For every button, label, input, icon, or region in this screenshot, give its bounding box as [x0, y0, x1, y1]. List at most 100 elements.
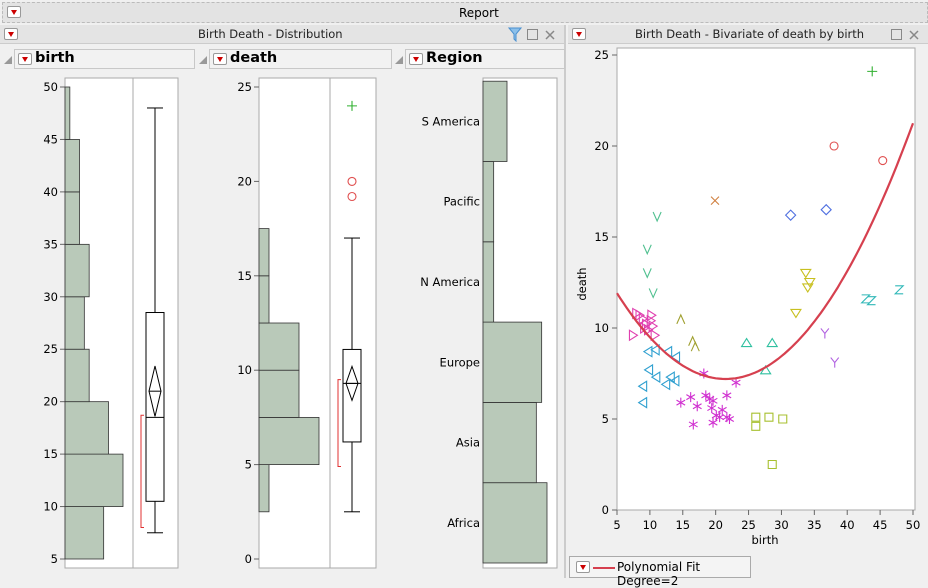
axis-tick-label: 40: [43, 185, 58, 199]
column-header-region: Region: [405, 49, 565, 69]
histogram-bar: [258, 416, 320, 465]
scatter-point: [751, 421, 761, 431]
polynomial-fit-line: [616, 122, 915, 381]
distribution-menu-button[interactable]: [4, 28, 18, 40]
maximize-icon[interactable]: [527, 29, 538, 40]
scatter-point: [642, 345, 653, 358]
birth-menu-button[interactable]: [18, 53, 32, 65]
x-tick-label: 10: [643, 518, 658, 532]
scatter-point: [717, 404, 727, 415]
bivariate-title: Birth Death - Bivariate of death by birt…: [635, 27, 865, 41]
axis-tick-label: 15: [43, 447, 58, 461]
scatter-point: [628, 329, 639, 342]
scatter-point: [676, 397, 686, 408]
scatter-point: [708, 395, 718, 406]
region-bar: [482, 241, 495, 323]
scatter-point: [767, 459, 777, 470]
box-iqr: [342, 348, 362, 443]
x-axis-label: birth: [751, 533, 778, 547]
region-label: Asia: [456, 436, 480, 450]
scatter-point: [722, 390, 732, 401]
histogram-bar: [258, 275, 270, 324]
scatter-point: [799, 268, 812, 279]
axis-tick-label: 0: [245, 552, 252, 566]
mean-diamond: [148, 365, 162, 417]
y-tick-label: 25: [594, 48, 609, 62]
histogram-bar: [258, 322, 300, 371]
column-header-birth: birth: [14, 49, 195, 69]
scatter-point: [669, 374, 680, 387]
scatter-point: [648, 320, 659, 333]
scatter-point: [686, 392, 696, 403]
scatter-point: [740, 337, 753, 348]
distribution-panel: Birth Death - Distribution: [0, 25, 566, 578]
scatter-point: [707, 403, 717, 414]
scatter-point: [778, 414, 788, 424]
scatter-point: [647, 309, 657, 322]
scatter-point: [860, 294, 871, 304]
y-axis-label: death: [575, 267, 589, 300]
plot-frame: [616, 47, 916, 511]
histogram-bar: [258, 228, 270, 277]
bivariate-menu-button[interactable]: [572, 28, 586, 40]
scatter-point: [724, 414, 735, 424]
histogram-bar: [64, 453, 124, 507]
box-iqr: [145, 312, 165, 502]
y-tick-label: 20: [594, 139, 609, 153]
scatter-point: [789, 308, 802, 319]
axis-tick-label: 20: [43, 395, 58, 409]
filter-icon[interactable]: [508, 27, 522, 42]
scatter-point: [688, 419, 698, 430]
histogram-bar: [64, 348, 90, 403]
death-menu-button[interactable]: [213, 53, 227, 65]
scatter-point: [820, 328, 830, 339]
axis-tick-label: 15: [237, 269, 252, 283]
axis-tick-label: 20: [237, 174, 252, 188]
histogram-bar: [64, 243, 90, 298]
close-icon[interactable]: [545, 30, 555, 40]
axis-tick-label: 50: [43, 80, 58, 94]
column-title-death: death: [230, 50, 278, 66]
scatter-point: [652, 211, 662, 223]
axis-tick-label: 25: [43, 342, 58, 356]
column-header-death: death: [209, 49, 392, 69]
scatter-point: [701, 390, 711, 401]
x-tick-label: 25: [741, 518, 756, 532]
fit-line-swatch: [593, 567, 615, 569]
fit-menu-button[interactable]: [576, 561, 590, 573]
report-menu-button[interactable]: [7, 6, 21, 18]
disclosure-birth-icon[interactable]: [4, 56, 12, 64]
report-header: Report: [2, 2, 928, 23]
scatter-point: [866, 296, 877, 306]
maximize-icon[interactable]: [891, 29, 902, 40]
close-icon[interactable]: [909, 30, 919, 40]
scatter-point: [650, 329, 661, 342]
axis-tick-label: 45: [43, 132, 58, 146]
column-title-region: Region: [426, 50, 483, 66]
x-tick-label: 40: [840, 518, 855, 532]
scatter-point: [801, 283, 814, 293]
report-title: Report: [459, 6, 499, 20]
scatter-point: [648, 288, 658, 299]
scatter-point: [635, 309, 646, 322]
x-tick-label: 30: [774, 518, 789, 532]
region-label: Africa: [447, 516, 480, 530]
region-menu-button[interactable]: [409, 53, 423, 65]
outlier-point: [347, 191, 357, 202]
scatter-point: [650, 343, 660, 356]
scatter-point: [867, 66, 878, 77]
disclosure-death-icon[interactable]: [199, 56, 207, 64]
region-bar: [482, 321, 543, 403]
bivariate-header: Birth Death - Bivariate of death by birt…: [568, 25, 928, 44]
x-tick-label: 45: [873, 518, 888, 532]
scatter-point: [830, 357, 840, 368]
scatter-point: [878, 156, 888, 166]
column-title-birth: birth: [35, 50, 75, 66]
disclosure-region-icon[interactable]: [395, 56, 403, 64]
region-label: S America: [422, 114, 480, 128]
x-tick-label: 5: [613, 518, 620, 532]
scatter-point: [642, 244, 652, 256]
axis-tick-label: 5: [245, 458, 252, 472]
distribution-header: Birth Death - Distribution: [0, 25, 564, 44]
